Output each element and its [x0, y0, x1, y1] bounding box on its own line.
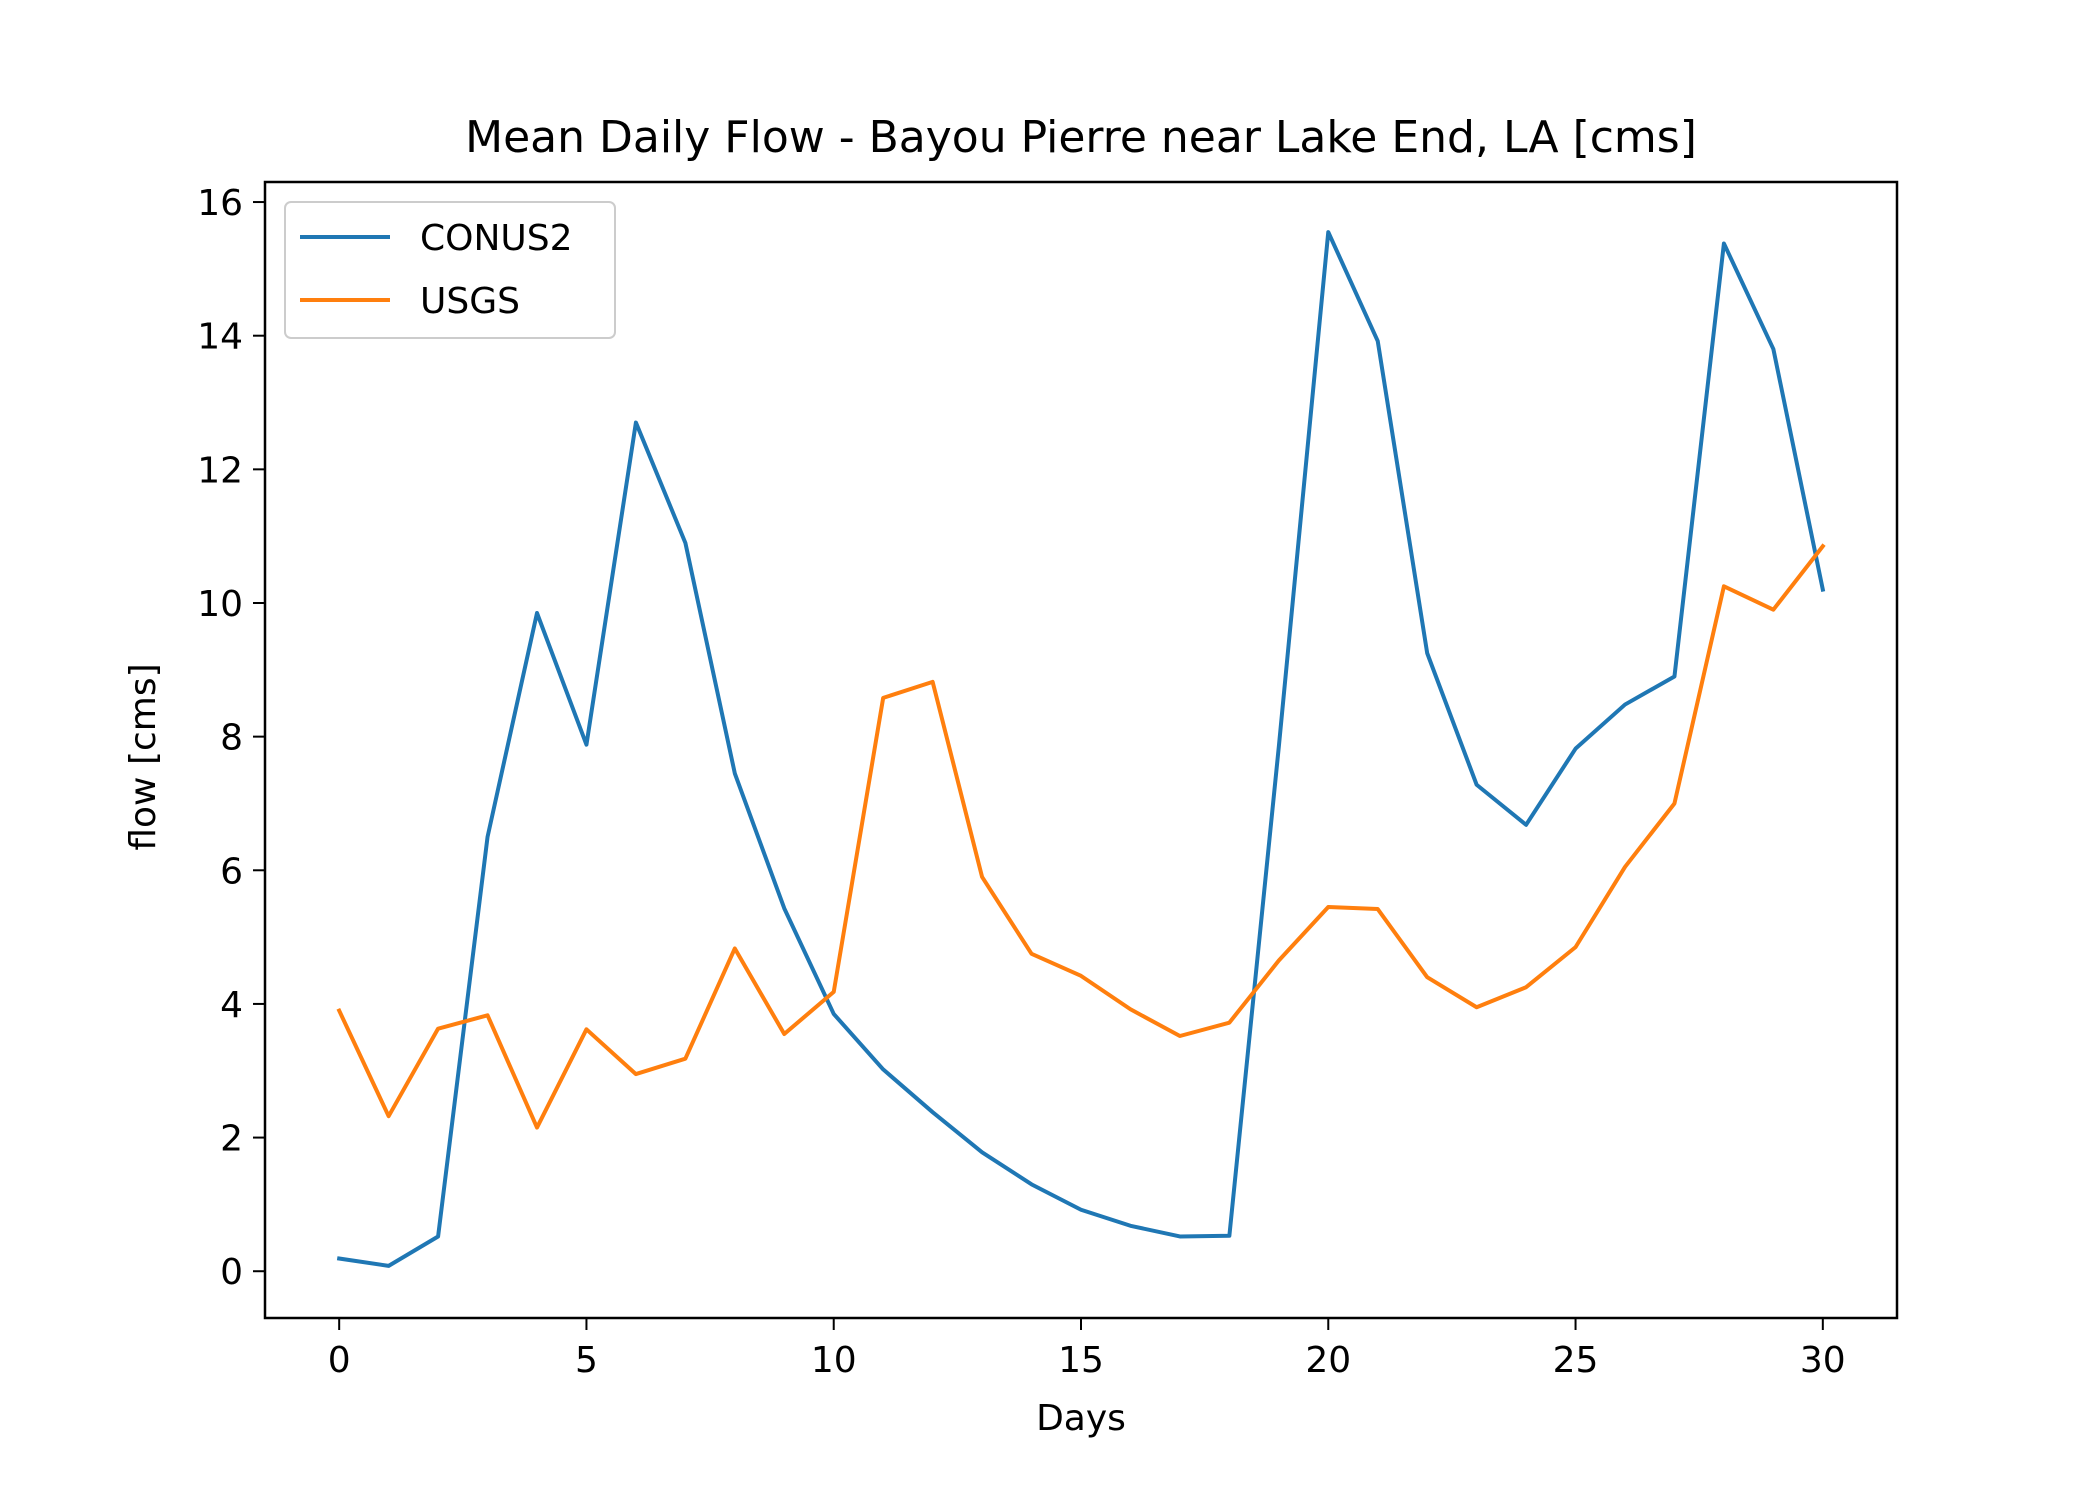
x-tick-label: 25 [1553, 1340, 1599, 1381]
y-tick-label: 16 [197, 183, 243, 224]
y-tick-label: 6 [220, 851, 243, 892]
y-tick-label: 10 [197, 584, 243, 625]
x-tick-label: 0 [328, 1340, 351, 1381]
y-tick-label: 14 [197, 317, 243, 358]
y-tick-label: 8 [220, 718, 243, 759]
legend-label-usgs: USGS [420, 281, 520, 322]
y-tick-label: 0 [220, 1252, 243, 1293]
y-tick-label: 4 [220, 985, 243, 1026]
y-tick-label: 2 [220, 1119, 243, 1160]
series-line-usgs [336, 543, 1826, 1130]
x-tick-label: 20 [1305, 1340, 1351, 1381]
x-tick-label: 15 [1058, 1340, 1104, 1381]
x-tick-label: 5 [575, 1340, 598, 1381]
series-line-conus2 [336, 230, 1826, 1268]
x-axis-label: Days [1036, 1398, 1126, 1439]
x-tick-label: 10 [811, 1340, 857, 1381]
x-tick-label: 30 [1800, 1340, 1846, 1381]
legend-label-conus2: CONUS2 [420, 218, 573, 259]
y-tick-label: 12 [197, 450, 243, 491]
plot-area: 0 5 10 15 20 25 30 0 2 4 6 8 10 12 14 16 CONUS2 USGS [197, 180, 1899, 1381]
chart-title: Mean Daily Flow - Bayou Pierre near Lake… [465, 112, 1697, 163]
y-axis-label: flow [cms] [123, 663, 164, 850]
